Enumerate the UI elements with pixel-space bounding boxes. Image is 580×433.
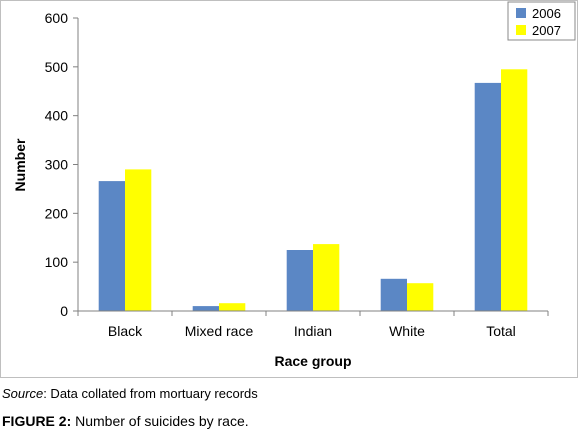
bar-black-2006 xyxy=(98,181,125,311)
x-tick-label-total: Total xyxy=(486,323,516,339)
bar-chart: 0 100 200 300 400 500 600 Black Mixed race India… xyxy=(12,1,576,369)
source-label: Source xyxy=(2,386,44,401)
y-tick-label: 500 xyxy=(45,59,69,75)
y-axis-title: Number xyxy=(12,138,28,191)
y-tick-label: 100 xyxy=(45,254,69,270)
source-note: Source: Data collated from mortuary reco… xyxy=(2,386,258,401)
figure-caption: FIGURE 2: Number of suicides by race. xyxy=(2,413,249,429)
bar-mixed-race-2007 xyxy=(219,303,246,311)
bar-total-2007 xyxy=(501,69,528,311)
y-tick-label: 0 xyxy=(60,303,68,319)
legend: 2006 2007 xyxy=(507,1,576,41)
bar-indian-2006 xyxy=(286,250,313,311)
y-tick-label: 600 xyxy=(45,10,69,26)
caption-text: Number of suicides by race. xyxy=(71,413,249,429)
y-tick-label: 400 xyxy=(45,108,69,124)
bars-layer xyxy=(98,69,528,312)
y-tick-labels: 0 100 200 300 400 500 600 xyxy=(45,10,69,319)
y-tick-label: 300 xyxy=(45,157,69,173)
legend-swatch-2006 xyxy=(516,8,526,18)
x-tick-label-white: White xyxy=(389,323,425,339)
y-tick-label: 200 xyxy=(45,205,69,221)
x-tick-labels: Black Mixed race Indian White Total xyxy=(108,323,516,339)
bar-white-2006 xyxy=(380,278,407,311)
legend-label-2007: 2007 xyxy=(532,23,561,38)
bar-mixed-race-2006 xyxy=(192,306,219,311)
x-tick-label-black: Black xyxy=(108,323,143,339)
axes-layer xyxy=(73,17,549,316)
legend-swatch-2007 xyxy=(516,25,526,35)
x-axis-title: Race group xyxy=(274,353,351,369)
bar-total-2006 xyxy=(474,82,501,312)
legend-label-2006: 2006 xyxy=(532,6,561,21)
bar-indian-2007 xyxy=(313,244,340,311)
source-text: : Data collated from mortuary records xyxy=(43,386,258,401)
x-tick-label-mixed-race: Mixed race xyxy=(185,323,254,339)
x-tick-label-indian: Indian xyxy=(294,323,332,339)
bar-black-2007 xyxy=(125,169,152,311)
caption-label: FIGURE 2: xyxy=(2,413,72,429)
bar-white-2007 xyxy=(407,283,434,311)
